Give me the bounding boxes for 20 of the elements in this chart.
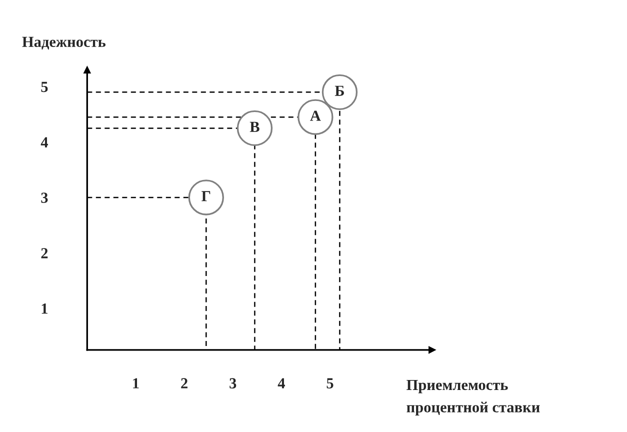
x-tick-label: 3 <box>230 378 236 388</box>
x-tick-label: 4 <box>278 378 285 388</box>
x-axis-title: Приемлемость процентной ставки <box>406 380 540 416</box>
point <box>188 180 224 216</box>
y-tick-label: 3 <box>41 192 48 203</box>
point <box>298 99 334 135</box>
y-tick-label: 1 <box>42 304 48 314</box>
data-label: А <box>310 110 321 121</box>
x-tick-label: 2 <box>181 378 188 388</box>
data-label: В <box>250 122 260 132</box>
point <box>322 74 358 110</box>
x-tick-label: 1 <box>133 378 139 388</box>
x-tick-label: 5 <box>326 378 334 388</box>
y-tick-label: 2 <box>41 248 48 258</box>
data-label: Г <box>202 191 210 202</box>
y-tick-label: 5 <box>41 82 48 92</box>
point <box>236 110 273 146</box>
y-tick-label: 4 <box>40 137 48 148</box>
data-label: Б <box>334 86 344 96</box>
y-axis-title: Надежность <box>22 36 106 50</box>
